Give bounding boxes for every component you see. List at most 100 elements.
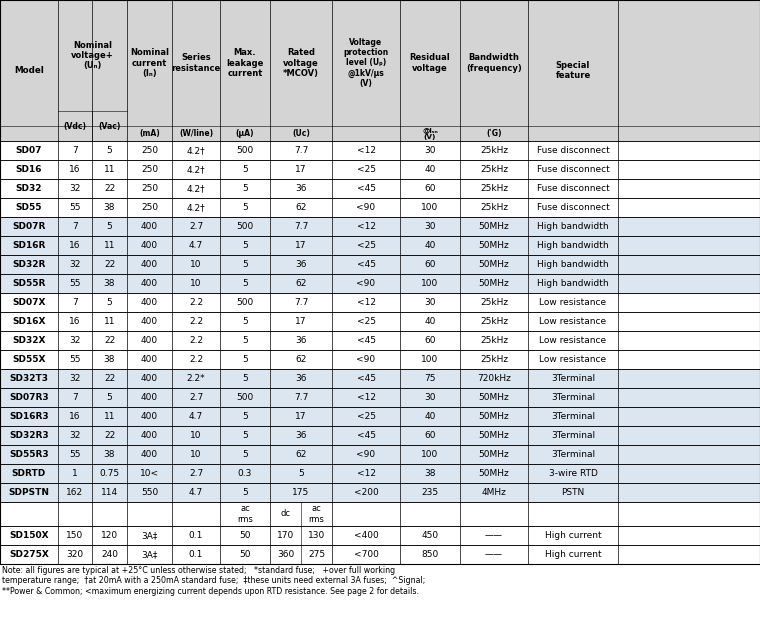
Text: 11: 11 xyxy=(104,412,116,421)
Text: 38: 38 xyxy=(104,279,116,288)
Text: 32: 32 xyxy=(69,431,81,440)
Text: 3A‡: 3A‡ xyxy=(141,550,157,559)
Text: 50MHz: 50MHz xyxy=(479,412,509,421)
Text: 4MHz: 4MHz xyxy=(482,488,506,497)
Text: @iₛₙ
(V): @iₛₙ (V) xyxy=(422,127,438,140)
Bar xyxy=(0,426,760,445)
Text: (W/line): (W/line) xyxy=(179,129,213,138)
Text: 5: 5 xyxy=(106,146,112,155)
Text: 5: 5 xyxy=(298,469,304,478)
Text: 38: 38 xyxy=(424,469,435,478)
Text: 250: 250 xyxy=(141,184,158,193)
Text: 62: 62 xyxy=(296,355,307,364)
Text: <12: <12 xyxy=(356,298,375,307)
Text: SD55R: SD55R xyxy=(12,279,46,288)
Bar xyxy=(0,369,760,388)
Bar xyxy=(0,350,760,369)
Bar xyxy=(0,274,760,293)
Text: 5: 5 xyxy=(242,431,248,440)
Text: 400: 400 xyxy=(141,260,158,269)
Text: 60: 60 xyxy=(424,184,435,193)
Text: Low resistance: Low resistance xyxy=(540,355,606,364)
Text: 7: 7 xyxy=(72,298,78,307)
Text: 400: 400 xyxy=(141,412,158,421)
Text: (μA): (μA) xyxy=(236,129,255,138)
Text: 2.7: 2.7 xyxy=(189,393,203,402)
Text: 62: 62 xyxy=(296,279,307,288)
Text: <12: <12 xyxy=(356,469,375,478)
Text: 250: 250 xyxy=(141,146,158,155)
Text: <25: <25 xyxy=(356,241,375,250)
Text: SD07R: SD07R xyxy=(12,222,46,231)
Text: <45: <45 xyxy=(356,184,375,193)
Text: 50: 50 xyxy=(239,550,251,559)
Text: SD16X: SD16X xyxy=(12,317,46,326)
Text: 5: 5 xyxy=(242,317,248,326)
Text: 50MHz: 50MHz xyxy=(479,260,509,269)
Text: Fuse disconnect: Fuse disconnect xyxy=(537,165,610,174)
Text: SD07: SD07 xyxy=(16,146,43,155)
Text: 11: 11 xyxy=(104,165,116,174)
Text: 162: 162 xyxy=(66,488,84,497)
Text: 100: 100 xyxy=(421,279,439,288)
Text: <25: <25 xyxy=(356,165,375,174)
Text: 50: 50 xyxy=(239,531,251,540)
Text: (Uᴄ): (Uᴄ) xyxy=(292,129,310,138)
Text: 50MHz: 50MHz xyxy=(479,393,509,402)
Text: 0.1: 0.1 xyxy=(188,550,203,559)
Text: SD55X: SD55X xyxy=(12,355,46,364)
Text: 36: 36 xyxy=(295,431,307,440)
Text: 400: 400 xyxy=(141,374,158,383)
Text: <45: <45 xyxy=(356,336,375,345)
Text: <25: <25 xyxy=(356,317,375,326)
Text: Max.
leakage
current: Max. leakage current xyxy=(226,48,264,78)
Text: High current: High current xyxy=(545,550,601,559)
Text: 60: 60 xyxy=(424,336,435,345)
Text: 25kHz: 25kHz xyxy=(480,146,508,155)
Text: 400: 400 xyxy=(141,241,158,250)
Text: High current: High current xyxy=(545,531,601,540)
Text: 16: 16 xyxy=(69,165,81,174)
Text: 3A‡: 3A‡ xyxy=(141,531,157,540)
Text: 16: 16 xyxy=(69,412,81,421)
Text: ——: —— xyxy=(485,531,503,540)
Text: 4.2†: 4.2† xyxy=(187,146,205,155)
Text: 10: 10 xyxy=(190,431,201,440)
Text: Fuse disconnect: Fuse disconnect xyxy=(537,184,610,193)
Text: Nominal
current
(Iₙ): Nominal current (Iₙ) xyxy=(130,48,169,78)
Text: 400: 400 xyxy=(141,393,158,402)
Text: (mA): (mA) xyxy=(139,129,160,138)
Text: SD07X: SD07X xyxy=(12,298,46,307)
Text: 17: 17 xyxy=(295,317,307,326)
Text: dc: dc xyxy=(280,510,290,518)
Text: 5: 5 xyxy=(242,165,248,174)
Text: Model: Model xyxy=(14,66,44,75)
Text: SD55R3: SD55R3 xyxy=(9,450,49,459)
Text: 22: 22 xyxy=(104,260,115,269)
Text: <90: <90 xyxy=(356,355,375,364)
Text: 3Terminal: 3Terminal xyxy=(551,393,595,402)
Text: 17: 17 xyxy=(295,241,307,250)
Text: 22: 22 xyxy=(104,184,115,193)
Text: 720kHz: 720kHz xyxy=(477,374,511,383)
Text: 400: 400 xyxy=(141,355,158,364)
Text: High bandwidth: High bandwidth xyxy=(537,241,609,250)
Text: <90: <90 xyxy=(356,279,375,288)
Text: 7: 7 xyxy=(72,222,78,231)
Text: 500: 500 xyxy=(236,298,254,307)
Bar xyxy=(0,236,760,255)
Text: 10: 10 xyxy=(190,279,201,288)
Text: 36: 36 xyxy=(295,260,307,269)
Bar xyxy=(0,217,760,236)
Text: 55: 55 xyxy=(69,203,81,212)
Bar xyxy=(0,483,760,502)
Text: 320: 320 xyxy=(66,550,84,559)
Text: SDRTD: SDRTD xyxy=(12,469,46,478)
Text: 22: 22 xyxy=(104,431,115,440)
Text: 60: 60 xyxy=(424,431,435,440)
Text: 850: 850 xyxy=(421,550,439,559)
Text: 235: 235 xyxy=(422,488,439,497)
Text: 38: 38 xyxy=(104,203,116,212)
Text: 11: 11 xyxy=(104,241,116,250)
Text: 75: 75 xyxy=(424,374,435,383)
